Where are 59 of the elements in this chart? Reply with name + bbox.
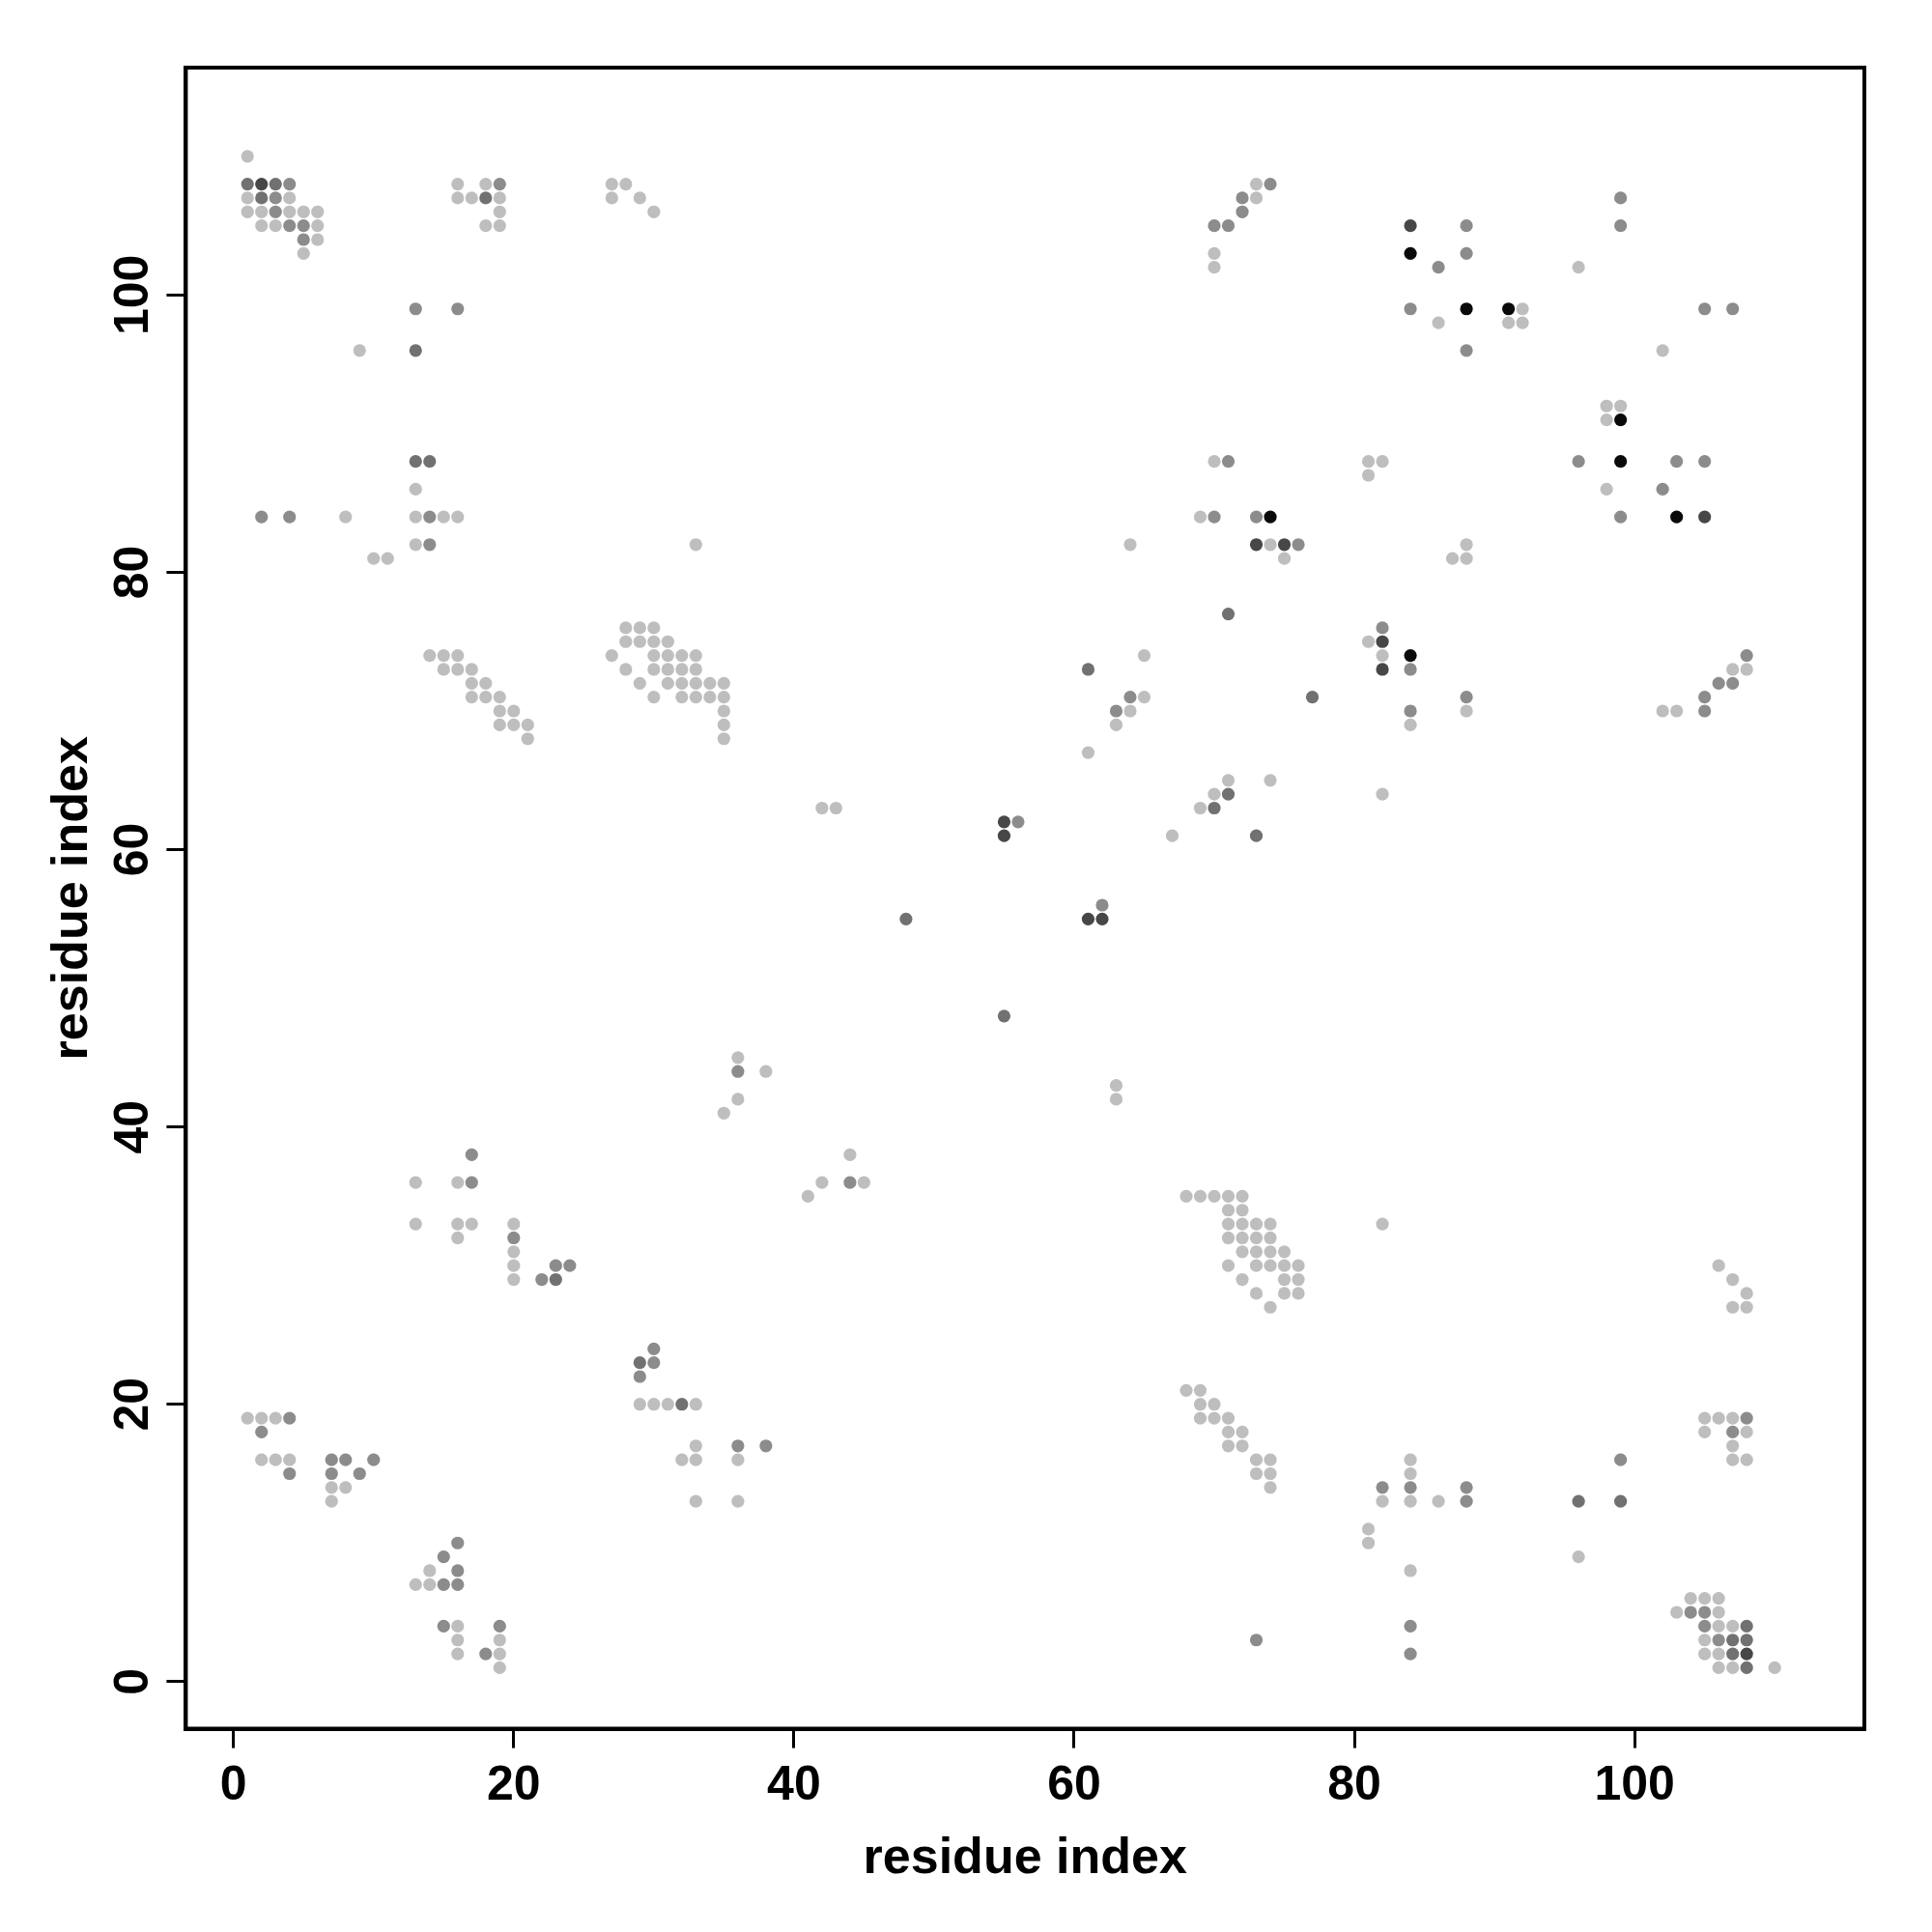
point <box>1740 1634 1753 1647</box>
point <box>1221 787 1236 801</box>
point <box>1740 1647 1753 1661</box>
point <box>1614 455 1628 469</box>
point <box>269 177 282 191</box>
y-tick-label: 80 <box>104 545 159 600</box>
x-tick-label: 20 <box>486 1756 541 1811</box>
point <box>675 1398 689 1411</box>
y-tick-label: 60 <box>104 822 159 877</box>
point <box>409 344 422 357</box>
point <box>1221 607 1236 621</box>
point <box>1572 1494 1585 1508</box>
point <box>1614 1494 1628 1508</box>
point <box>1376 635 1389 648</box>
point <box>1698 510 1712 524</box>
point <box>479 191 493 205</box>
point <box>899 912 913 925</box>
point <box>549 1272 562 1287</box>
point <box>241 177 254 191</box>
x-tick-label: 60 <box>1047 1756 1101 1811</box>
point <box>1081 663 1095 676</box>
point <box>1249 538 1264 552</box>
y-axis-title: residue index <box>41 736 98 1061</box>
x-tick-label: 40 <box>767 1756 821 1811</box>
point <box>409 455 422 469</box>
point <box>1208 801 1221 815</box>
x-axis-title: residue index <box>863 1828 1187 1885</box>
point <box>1404 246 1417 260</box>
point <box>1460 302 1473 316</box>
point <box>1305 691 1320 704</box>
point <box>1095 912 1109 925</box>
point <box>1249 829 1264 842</box>
point <box>997 815 1011 829</box>
point <box>1740 1619 1753 1633</box>
y-tick-label: 20 <box>104 1377 159 1432</box>
point <box>1726 1647 1740 1661</box>
point <box>997 1009 1011 1023</box>
point <box>1081 912 1095 925</box>
y-tick-label: 40 <box>104 1099 159 1154</box>
point <box>1277 538 1292 552</box>
point <box>255 177 269 191</box>
point <box>1740 1661 1753 1675</box>
point <box>1726 1634 1740 1647</box>
point <box>423 455 437 469</box>
point <box>997 829 1011 842</box>
x-tick-label: 0 <box>219 1756 247 1811</box>
point <box>255 191 269 205</box>
point <box>1264 510 1277 524</box>
y-tick-label: 0 <box>104 1667 159 1695</box>
point <box>1404 649 1417 663</box>
x-tick-label: 100 <box>1594 1756 1675 1811</box>
point <box>1404 219 1417 233</box>
x-tick-label: 80 <box>1327 1756 1381 1811</box>
y-tick-label: 100 <box>104 254 159 336</box>
point <box>1614 412 1628 427</box>
point <box>1376 663 1389 676</box>
point <box>1670 510 1684 524</box>
point <box>633 1356 646 1370</box>
point <box>1501 302 1516 316</box>
